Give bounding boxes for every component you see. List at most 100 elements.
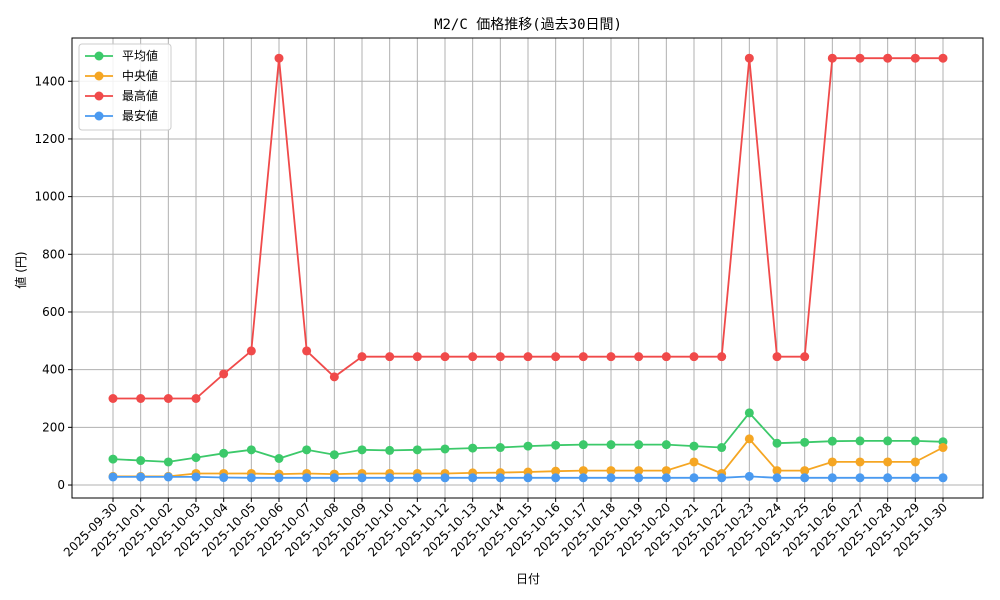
y-tick-label: 0 xyxy=(57,478,65,492)
data-point xyxy=(606,352,616,362)
data-point xyxy=(689,473,699,483)
data-point xyxy=(495,473,505,483)
data-point xyxy=(772,466,782,476)
legend-item: 最高値 xyxy=(85,88,158,103)
data-point xyxy=(551,352,561,362)
data-point xyxy=(938,443,948,453)
data-point xyxy=(661,352,671,362)
legend-label: 最安値 xyxy=(122,108,158,123)
data-point xyxy=(385,352,395,362)
data-point xyxy=(883,436,893,446)
y-tick-label: 1400 xyxy=(34,74,65,88)
legend-box xyxy=(78,43,172,131)
data-point xyxy=(661,440,671,450)
data-point xyxy=(551,440,561,450)
data-point xyxy=(717,473,727,483)
data-point xyxy=(578,440,588,450)
data-point xyxy=(772,438,782,448)
legend-label: 平均値 xyxy=(122,48,158,63)
data-point xyxy=(329,450,339,460)
data-point xyxy=(357,445,367,455)
data-point xyxy=(910,473,920,483)
data-point xyxy=(302,473,312,483)
data-point xyxy=(468,443,478,453)
data-point xyxy=(772,473,782,483)
data-point xyxy=(606,440,616,450)
y-tick-label: 800 xyxy=(42,247,65,261)
data-point xyxy=(827,473,837,483)
data-point xyxy=(800,437,810,447)
data-point xyxy=(412,473,422,483)
legend-swatch-marker xyxy=(94,91,104,101)
y-tick-label: 200 xyxy=(42,420,65,434)
data-point xyxy=(855,457,865,467)
data-point xyxy=(274,473,284,483)
data-point xyxy=(440,473,450,483)
data-point xyxy=(744,434,754,444)
data-point xyxy=(717,443,727,453)
data-point xyxy=(219,473,229,483)
data-point xyxy=(385,473,395,483)
data-point xyxy=(689,441,699,451)
data-point xyxy=(523,441,533,451)
y-axis: 0 200 400 600 800 1000 1200 1400 xyxy=(34,74,72,492)
data-point xyxy=(440,352,450,362)
legend-item: 最安値 xyxy=(85,108,158,123)
data-point xyxy=(883,473,893,483)
data-point xyxy=(302,346,312,356)
data-point xyxy=(163,394,173,404)
data-point xyxy=(191,394,201,404)
series-2 xyxy=(108,53,948,404)
data-point xyxy=(495,443,505,453)
data-point xyxy=(523,352,533,362)
data-point xyxy=(855,53,865,63)
legend-swatch-marker xyxy=(94,51,104,61)
data-point xyxy=(136,456,146,466)
legend-swatch-marker xyxy=(94,71,104,81)
data-point xyxy=(661,466,671,476)
data-point xyxy=(412,352,422,362)
data-point xyxy=(578,352,588,362)
data-point xyxy=(634,352,644,362)
data-point xyxy=(744,53,754,63)
data-point xyxy=(302,445,312,455)
data-point xyxy=(689,457,699,467)
y-tick-label: 400 xyxy=(42,363,65,377)
data-point xyxy=(136,394,146,404)
data-point xyxy=(744,471,754,481)
data-point xyxy=(468,473,478,483)
data-point xyxy=(606,473,616,483)
data-point xyxy=(883,53,893,63)
data-point xyxy=(329,473,339,483)
data-point xyxy=(772,352,782,362)
data-point xyxy=(219,448,229,458)
data-point xyxy=(578,473,588,483)
data-point xyxy=(246,445,256,455)
data-point xyxy=(274,453,284,463)
data-point xyxy=(827,457,837,467)
data-point xyxy=(274,53,284,63)
data-point xyxy=(136,472,146,482)
data-point xyxy=(163,472,173,482)
data-point xyxy=(827,53,837,63)
data-point xyxy=(910,53,920,63)
y-tick-label: 1200 xyxy=(34,132,65,146)
data-point xyxy=(495,352,505,362)
data-point xyxy=(800,473,810,483)
data-point xyxy=(634,473,644,483)
data-point xyxy=(357,352,367,362)
data-point xyxy=(855,436,865,446)
y-tick-label: 600 xyxy=(42,305,65,319)
data-point xyxy=(938,53,948,63)
data-point xyxy=(634,440,644,450)
data-point xyxy=(246,473,256,483)
data-point xyxy=(827,436,837,446)
y-axis-title: 値 (円) xyxy=(13,251,28,288)
data-point xyxy=(523,473,533,483)
y-tick-label: 1000 xyxy=(34,190,65,204)
data-point xyxy=(357,473,367,483)
x-axis: 2025-09-302025-10-012025-10-022025-10-03… xyxy=(61,498,950,559)
data-point xyxy=(108,472,118,482)
